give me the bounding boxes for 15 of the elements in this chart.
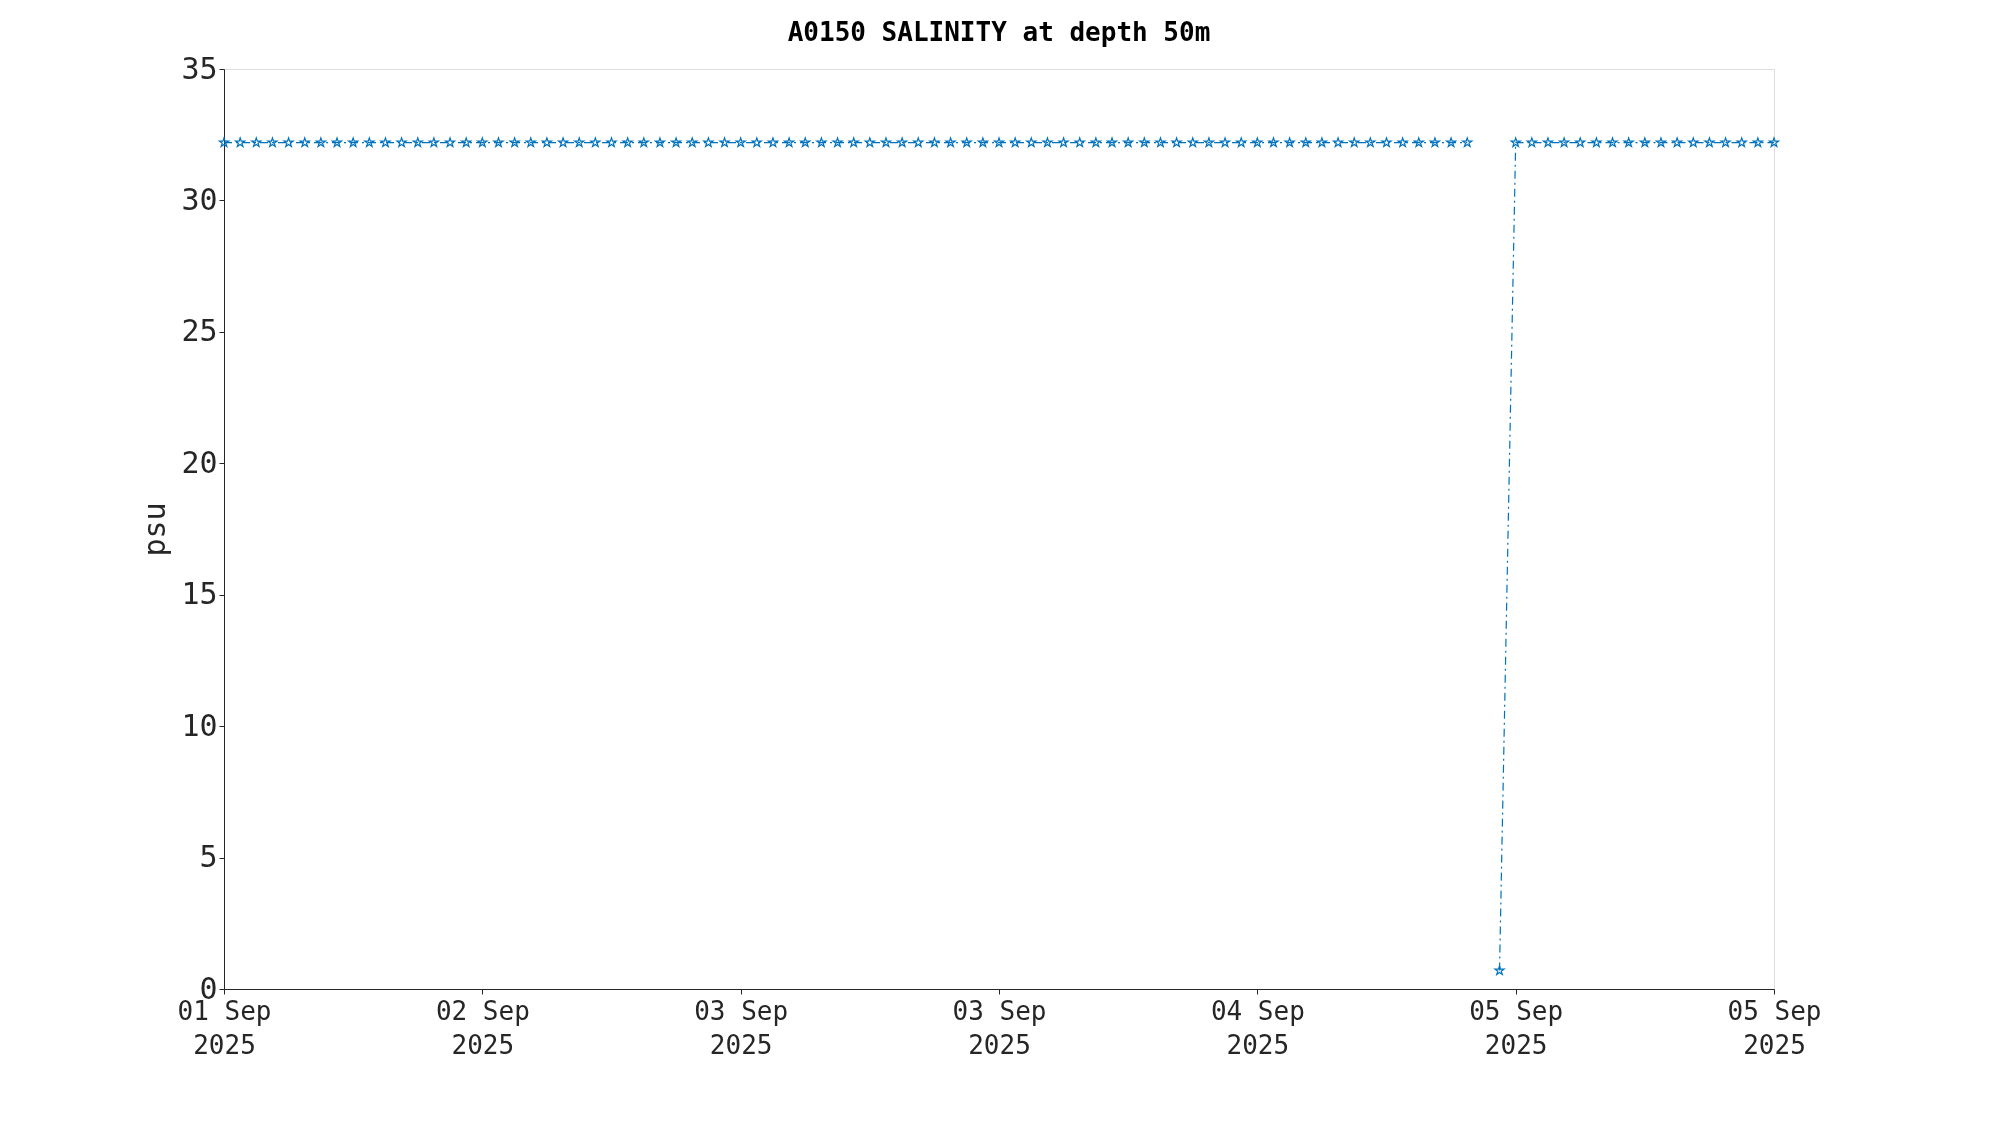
x-tick-label: 05 Sep 2025	[1727, 995, 1822, 1060]
y-tick-label: 30	[181, 181, 218, 217]
y-tick-label: 25	[181, 313, 218, 349]
y-tick-label: 5	[199, 839, 218, 875]
x-tick-label: 05 Sep 2025	[1469, 995, 1564, 1060]
y-tick-label: 35	[181, 50, 218, 86]
x-tick-label: 03 Sep 2025	[694, 995, 789, 1060]
y-tick-label: 10	[181, 707, 218, 743]
y-axis-title: psu	[137, 502, 173, 557]
y-tick-label: 20	[181, 444, 218, 480]
x-tick-label: 04 Sep 2025	[1210, 995, 1305, 1060]
x-tick-label: 02 Sep 2025	[435, 995, 530, 1060]
y-tick-label: 15	[181, 576, 218, 612]
x-tick-label: 03 Sep 2025	[952, 995, 1047, 1060]
chart-title: A0150 SALINITY at depth 50m	[787, 17, 1211, 47]
